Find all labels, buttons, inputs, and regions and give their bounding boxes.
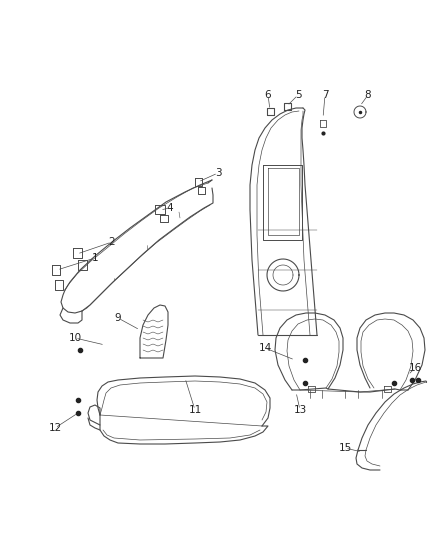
Text: 8: 8 bbox=[365, 90, 371, 100]
Text: 10: 10 bbox=[68, 333, 81, 343]
Text: 7: 7 bbox=[321, 90, 328, 100]
Text: 5: 5 bbox=[295, 90, 301, 100]
Text: 9: 9 bbox=[115, 313, 121, 323]
Text: 11: 11 bbox=[188, 405, 201, 415]
Text: 16: 16 bbox=[408, 363, 422, 373]
Text: 4: 4 bbox=[167, 203, 173, 213]
Text: 12: 12 bbox=[48, 423, 62, 433]
Text: 15: 15 bbox=[339, 443, 352, 453]
Text: 2: 2 bbox=[109, 237, 115, 247]
Text: 13: 13 bbox=[293, 405, 307, 415]
Text: 1: 1 bbox=[92, 253, 98, 263]
Text: 6: 6 bbox=[265, 90, 271, 100]
Text: 3: 3 bbox=[215, 168, 221, 178]
Text: 14: 14 bbox=[258, 343, 272, 353]
